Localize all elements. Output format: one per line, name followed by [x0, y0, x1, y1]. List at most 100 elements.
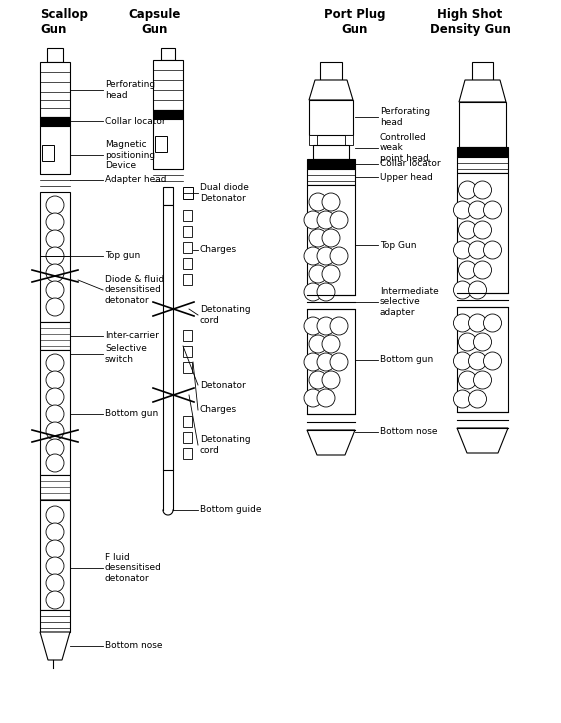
Bar: [472, 62, 493, 80]
Bar: [183, 362, 192, 373]
Bar: [307, 169, 355, 185]
Circle shape: [309, 371, 327, 389]
Circle shape: [330, 247, 348, 265]
Text: Top gun: Top gun: [105, 252, 140, 260]
Bar: [457, 307, 508, 412]
Circle shape: [304, 247, 322, 265]
Circle shape: [46, 523, 64, 541]
Bar: [183, 258, 192, 269]
Bar: [40, 350, 70, 475]
Bar: [153, 119, 183, 169]
Bar: [42, 145, 54, 161]
Circle shape: [46, 422, 64, 440]
Circle shape: [473, 333, 491, 351]
Circle shape: [46, 247, 64, 265]
Bar: [183, 416, 192, 427]
Bar: [457, 147, 508, 157]
Circle shape: [46, 454, 64, 472]
Bar: [183, 242, 192, 253]
Circle shape: [317, 283, 335, 301]
Text: Detonator: Detonator: [200, 380, 246, 390]
Text: Selective
switch: Selective switch: [105, 344, 147, 364]
Circle shape: [46, 230, 64, 248]
Circle shape: [317, 353, 335, 371]
Circle shape: [453, 281, 471, 299]
Circle shape: [468, 241, 486, 259]
Circle shape: [304, 317, 322, 335]
Circle shape: [473, 181, 491, 199]
Bar: [153, 60, 183, 110]
Circle shape: [309, 335, 327, 353]
Circle shape: [322, 265, 340, 283]
Bar: [40, 126, 70, 174]
Circle shape: [484, 241, 502, 259]
Text: Bottom guide: Bottom guide: [200, 505, 261, 515]
Text: Perforating
head: Perforating head: [105, 80, 155, 100]
Text: Collar locator: Collar locator: [380, 160, 440, 168]
Bar: [163, 205, 173, 470]
Circle shape: [304, 211, 322, 229]
Polygon shape: [457, 428, 508, 453]
Bar: [183, 448, 192, 459]
Circle shape: [322, 371, 340, 389]
Circle shape: [322, 335, 340, 353]
Circle shape: [309, 193, 327, 211]
Circle shape: [453, 352, 471, 370]
Circle shape: [46, 371, 64, 389]
Bar: [183, 226, 192, 237]
Text: Controlled
weak
point head: Controlled weak point head: [380, 133, 429, 163]
Circle shape: [468, 201, 486, 219]
Bar: [309, 100, 353, 135]
Circle shape: [458, 371, 476, 389]
Circle shape: [46, 540, 64, 558]
Text: Detonating
cord: Detonating cord: [200, 435, 251, 455]
Bar: [40, 192, 70, 322]
Circle shape: [46, 281, 64, 299]
Bar: [161, 48, 175, 60]
Circle shape: [304, 353, 322, 371]
Polygon shape: [309, 80, 353, 100]
Circle shape: [484, 352, 502, 370]
Text: Upper head: Upper head: [380, 173, 433, 181]
Circle shape: [322, 193, 340, 211]
Circle shape: [458, 333, 476, 351]
Bar: [307, 159, 355, 169]
Circle shape: [317, 317, 335, 335]
Bar: [345, 135, 353, 145]
Text: Bottom gun: Bottom gun: [105, 409, 158, 419]
Text: Inter-carrier: Inter-carrier: [105, 332, 159, 341]
Circle shape: [46, 557, 64, 575]
Bar: [40, 117, 70, 126]
Circle shape: [453, 390, 471, 408]
Text: Scallop
Gun: Scallop Gun: [40, 8, 88, 36]
Circle shape: [453, 201, 471, 219]
Text: F luid
desensitised
detonator: F luid desensitised detonator: [105, 553, 162, 583]
Bar: [40, 475, 70, 500]
Circle shape: [317, 211, 335, 229]
Text: Charges: Charges: [200, 406, 237, 414]
Circle shape: [46, 354, 64, 372]
Circle shape: [317, 247, 335, 265]
Circle shape: [46, 591, 64, 609]
Text: Adapter head: Adapter head: [105, 176, 167, 184]
Circle shape: [473, 261, 491, 279]
Circle shape: [304, 389, 322, 407]
Bar: [183, 187, 193, 199]
Bar: [309, 135, 317, 145]
Circle shape: [330, 317, 348, 335]
Bar: [459, 102, 506, 147]
Bar: [155, 136, 167, 152]
Circle shape: [46, 574, 64, 592]
Text: Dual diode
Detonator: Dual diode Detonator: [200, 184, 249, 202]
Bar: [320, 62, 342, 80]
Bar: [307, 309, 355, 414]
Text: Bottom nose: Bottom nose: [380, 427, 438, 437]
Polygon shape: [40, 632, 70, 660]
Text: Diode & fluid
desensitised
detonator: Diode & fluid desensitised detonator: [105, 275, 164, 305]
Circle shape: [46, 405, 64, 423]
Circle shape: [453, 314, 471, 332]
Bar: [183, 274, 192, 285]
Text: Port Plug
Gun: Port Plug Gun: [324, 8, 386, 36]
Circle shape: [322, 229, 340, 247]
Circle shape: [309, 265, 327, 283]
